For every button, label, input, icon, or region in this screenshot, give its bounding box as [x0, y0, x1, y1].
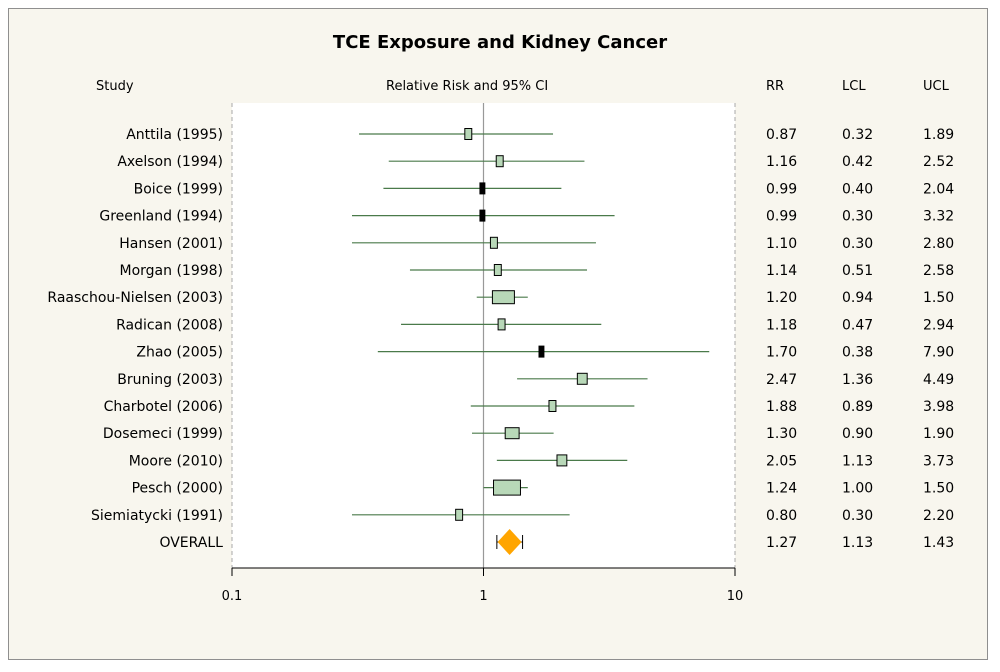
- ucl-value: 1.90: [923, 426, 954, 442]
- rr-value: 1.30: [766, 426, 797, 442]
- overall-lcl-value: 1.13: [842, 535, 873, 551]
- x-tick-label: 1: [479, 589, 487, 604]
- rr-marker: [493, 479, 521, 496]
- lcl-value: 0.30: [842, 236, 873, 252]
- lcl-value: 0.94: [842, 290, 873, 306]
- ucl-value: 3.98: [923, 399, 954, 415]
- study-label: Zhao (2005): [136, 345, 223, 361]
- rr-value: 1.24: [766, 481, 797, 497]
- ucl-value: 1.50: [923, 290, 954, 306]
- rr-marker: [479, 182, 486, 195]
- rr-column-header: RR: [766, 79, 785, 94]
- chart-title: TCE Exposure and Kidney Cancer: [332, 32, 668, 53]
- overall-rr-value: 1.27: [766, 535, 797, 551]
- study-label: Pesch (2000): [132, 481, 223, 497]
- lcl-value: 1.36: [842, 372, 873, 388]
- rr-value: 0.87: [766, 127, 797, 143]
- lcl-value: 1.13: [842, 453, 873, 469]
- x-tick-label: 0.1: [222, 589, 243, 604]
- lcl-value: 0.51: [842, 263, 873, 279]
- study-label: Anttila (1995): [126, 127, 223, 143]
- lcl-value: 0.32: [842, 127, 873, 143]
- x-tick-label: 10: [727, 589, 744, 604]
- study-label: Siemiatycki (1991): [91, 508, 223, 524]
- rr-value: 1.18: [766, 317, 797, 333]
- lcl-value: 0.89: [842, 399, 873, 415]
- rr-value: 2.47: [766, 372, 797, 388]
- ucl-column-header: UCL: [923, 79, 949, 94]
- lcl-value: 0.38: [842, 345, 873, 361]
- ucl-value: 2.20: [923, 508, 954, 524]
- rr-marker: [489, 236, 498, 249]
- rr-marker: [504, 427, 520, 440]
- study-label: Boice (1999): [134, 181, 223, 197]
- rr-value: 1.20: [766, 290, 797, 306]
- lcl-column-header: LCL: [842, 79, 866, 94]
- lcl-value: 0.42: [842, 154, 873, 170]
- ucl-value: 3.32: [923, 209, 954, 225]
- study-label: Dosemeci (1999): [103, 426, 223, 442]
- ucl-value: 2.80: [923, 236, 954, 252]
- rr-value: 1.16: [766, 154, 797, 170]
- study-label: Moore (2010): [129, 453, 223, 469]
- ucl-value: 2.94: [923, 317, 954, 333]
- rr-marker: [538, 345, 545, 358]
- rr-value: 1.10: [766, 236, 797, 252]
- rr-marker: [493, 264, 502, 276]
- study-label: Morgan (1998): [120, 263, 224, 279]
- lcl-value: 1.00: [842, 481, 873, 497]
- ucl-value: 2.04: [923, 181, 954, 197]
- ucl-value: 3.73: [923, 453, 954, 469]
- rr-marker: [479, 209, 486, 222]
- rr-marker: [491, 290, 515, 305]
- overall-diamond: [497, 529, 522, 555]
- rr-value: 0.99: [766, 209, 797, 225]
- lcl-value: 0.90: [842, 426, 873, 442]
- rr-marker: [464, 128, 473, 140]
- lcl-value: 0.30: [842, 209, 873, 225]
- lcl-value: 0.30: [842, 508, 873, 524]
- rr-value: 1.14: [766, 263, 797, 279]
- ucl-value: 2.58: [923, 263, 954, 279]
- ucl-value: 2.52: [923, 154, 954, 170]
- study-label: Charbotel (2006): [104, 399, 223, 415]
- study-label: Raaschou-Nielsen (2003): [47, 290, 223, 306]
- rr-marker: [455, 508, 464, 521]
- rr-value: 1.88: [766, 399, 797, 415]
- rr-value: 1.70: [766, 345, 797, 361]
- lcl-value: 0.47: [842, 317, 873, 333]
- rr-value: 0.80: [766, 508, 797, 524]
- rr-value: 0.99: [766, 181, 797, 197]
- study-label: Bruning (2003): [117, 372, 223, 388]
- study-label: Greenland (1994): [99, 209, 223, 225]
- study-label: Axelson (1994): [117, 154, 223, 170]
- overall-label: OVERALL: [159, 535, 223, 551]
- rr-marker: [497, 318, 506, 331]
- study-column-header: Study: [96, 79, 134, 94]
- overall-ucl-value: 1.43: [923, 535, 954, 551]
- rr-marker: [576, 372, 588, 385]
- rr-value: 2.05: [766, 453, 797, 469]
- plot-column-header: Relative Risk and 95% CI: [386, 79, 549, 94]
- rr-marker: [556, 454, 568, 467]
- ucl-value: 7.90: [923, 345, 954, 361]
- ucl-value: 4.49: [923, 372, 954, 388]
- lcl-value: 0.40: [842, 181, 873, 197]
- rr-marker: [548, 400, 557, 412]
- study-label: Radican (2008): [116, 317, 223, 333]
- ucl-value: 1.50: [923, 481, 954, 497]
- rr-marker: [495, 155, 504, 168]
- ucl-value: 1.89: [923, 127, 954, 143]
- study-label: Hansen (2001): [119, 236, 223, 252]
